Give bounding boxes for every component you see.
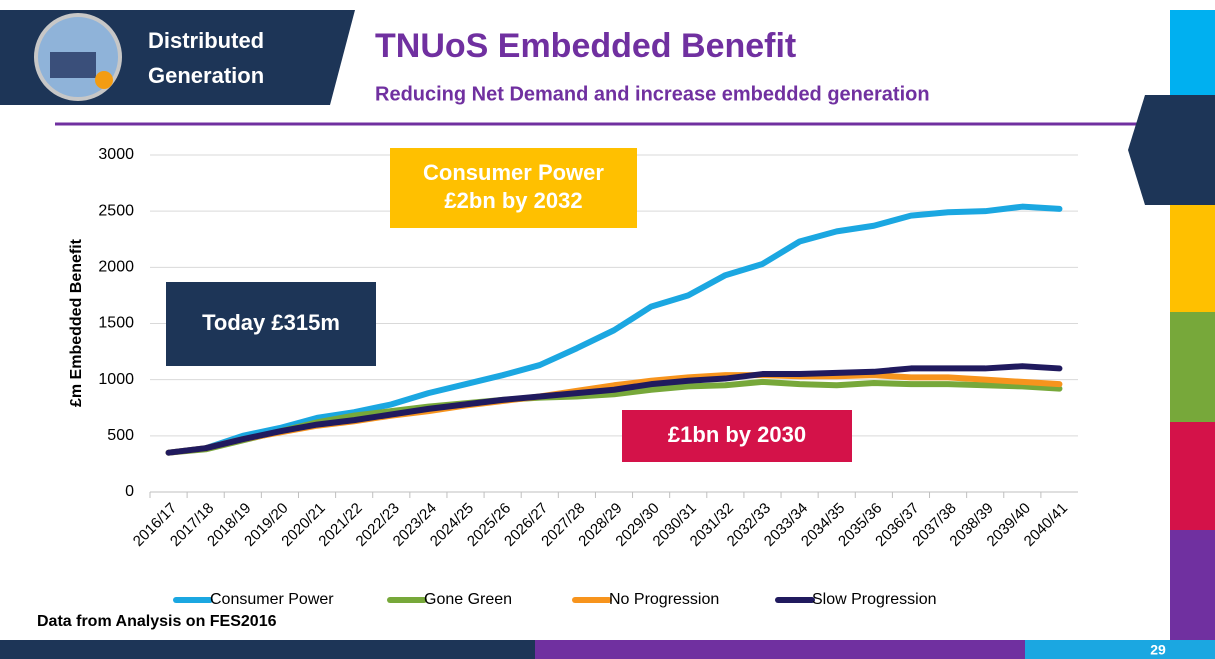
y-tick-label: 2000 — [98, 259, 134, 276]
section-label: Generation — [148, 63, 264, 88]
page-number: 29 — [1150, 642, 1166, 658]
side-bar — [1170, 10, 1215, 95]
series-line — [165, 363, 1063, 456]
section-label: Distributed — [148, 28, 264, 53]
annotation-box — [622, 410, 852, 462]
y-tick-label: 1500 — [98, 315, 134, 332]
side-bar — [1170, 312, 1215, 422]
side-bar — [1170, 530, 1215, 640]
side-bar — [1170, 205, 1215, 312]
legend-label: No Progression — [609, 591, 719, 608]
annotation-text: £1bn by 2030 — [668, 422, 806, 447]
annotation-text: Consumer Power — [423, 160, 604, 185]
source-note: Data from Analysis on FES2016 — [37, 613, 277, 630]
side-tab — [1128, 95, 1215, 205]
y-tick-label: 1000 — [98, 371, 134, 388]
slide-title: TNUoS Embedded Benefit — [375, 27, 796, 65]
y-axis-label: £m Embedded Benefit — [68, 238, 85, 407]
y-tick-label: 3000 — [98, 146, 134, 163]
slide-subtitle: Reducing Net Demand and increase embedde… — [375, 83, 930, 105]
legend-label: Gone Green — [424, 591, 512, 608]
legend-label: Consumer Power — [210, 591, 334, 608]
annotation-box — [166, 282, 376, 366]
header-photo-flower — [95, 71, 113, 89]
side-bar — [1170, 422, 1215, 530]
series-line — [165, 203, 1063, 456]
footer-bar — [535, 640, 1025, 659]
footer-bar — [1025, 640, 1215, 659]
y-tick-label: 2500 — [98, 202, 134, 219]
footer-bar — [0, 640, 535, 659]
y-tick-label: 500 — [107, 427, 134, 444]
legend-label: Slow Progression — [812, 591, 937, 608]
annotation-text: £2bn by 2032 — [444, 188, 582, 213]
annotation-text: Today £315m — [202, 310, 340, 335]
annotation-box — [390, 148, 637, 228]
header-photo-panel — [50, 52, 96, 78]
y-tick-label: 0 — [125, 483, 134, 500]
